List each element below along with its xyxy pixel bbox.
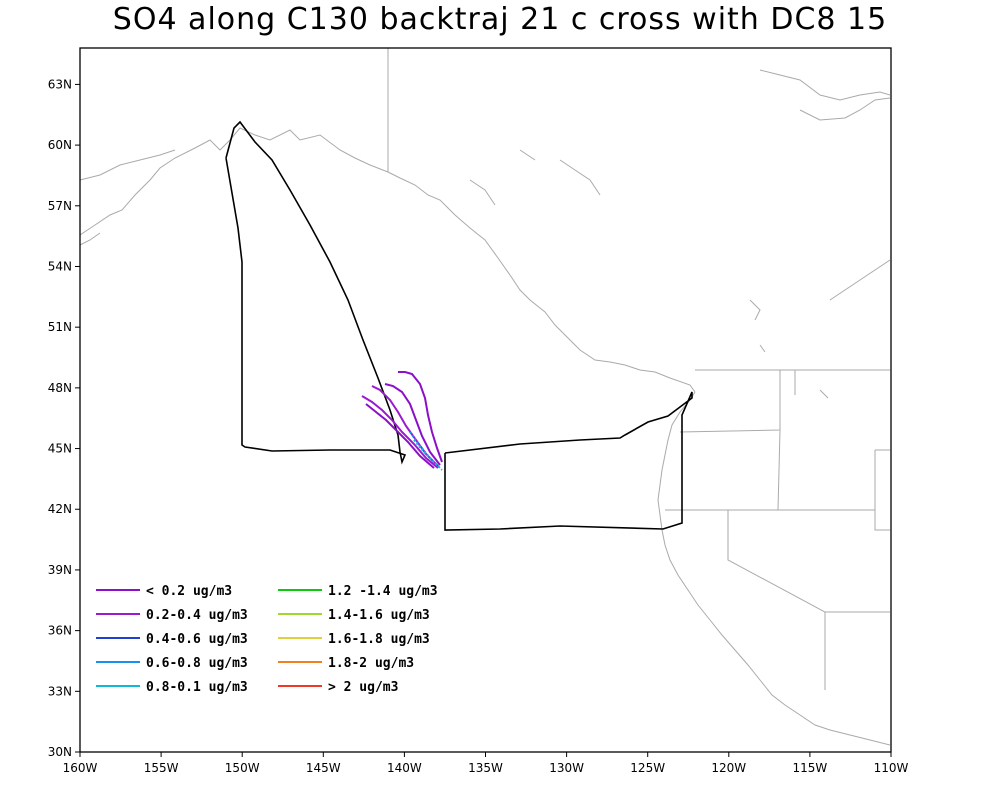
trajectory	[361, 395, 439, 469]
y-tick-label: 48N	[48, 381, 72, 395]
c130-flight-track	[225, 120, 407, 465]
trajectory	[398, 371, 443, 463]
y-tick-label: 51N	[48, 320, 72, 334]
trajectory	[365, 403, 435, 469]
y-tick-label: 30N	[48, 745, 72, 759]
legend-label: > 2 ug/m3	[328, 680, 398, 695]
y-tick-label: 39N	[48, 563, 72, 577]
x-tick-label: 150W	[225, 761, 260, 775]
y-tick-label: 36N	[48, 624, 72, 638]
y-tick-label: 42N	[48, 502, 72, 516]
legend-label: 0.2-0.4 ug/m3	[146, 608, 248, 623]
x-tick-label: 160W	[63, 761, 98, 775]
y-tick-label: 45N	[48, 442, 72, 456]
x-tick-label: 130W	[549, 761, 584, 775]
x-tick-label: 140W	[387, 761, 422, 775]
map-title: SO4 along C130 backtraj 21 c cross with …	[112, 2, 888, 37]
state-borders	[665, 370, 890, 690]
legend-label: 1.8-2 ug/m3	[328, 656, 414, 671]
dc8-flight-track	[444, 391, 693, 531]
basemap	[79, 48, 891, 746]
legend-label: 0.6-0.8 ug/m3	[146, 656, 248, 671]
legend-label: < 0.2 ug/m3	[146, 584, 232, 599]
x-tick-label: 110W	[874, 761, 909, 775]
axis-ticks: 160W 155W 150W 145W 140W 135W 130W 125W 120W 115W…	[48, 77, 909, 775]
y-tick-label: 54N	[48, 259, 72, 273]
x-tick-label: 135W	[468, 761, 503, 775]
y-tick-label: 60N	[48, 138, 72, 152]
legend-label: 1.2 -1.4 ug/m3	[328, 584, 438, 599]
y-tick-label: 33N	[48, 684, 72, 698]
y-tick-label: 63N	[48, 77, 72, 91]
x-tick-label: 145W	[306, 761, 341, 775]
x-tick-label: 120W	[711, 761, 746, 775]
x-tick-label: 125W	[630, 761, 665, 775]
west-coast	[657, 391, 891, 746]
legend-label: 0.4-0.6 ug/m3	[146, 632, 248, 647]
back-trajectories	[361, 371, 443, 471]
legend-label: 1.4-1.6 ug/m3	[328, 608, 430, 623]
x-tick-label: 155W	[144, 761, 179, 775]
trajectory	[384, 383, 441, 466]
y-tick-label: 57N	[48, 199, 72, 213]
x-tick-label: 115W	[793, 761, 828, 775]
legend-label: 0.8-0.1 ug/m3	[146, 680, 248, 695]
legend-label: 1.6-1.8 ug/m3	[328, 632, 430, 647]
flight-track	[225, 120, 693, 531]
legend: < 0.2 ug/m3 0.2-0.4 ug/m3 0.4-0.6 ug/m3 0.6…	[96, 584, 438, 695]
alaska-coastline	[79, 127, 696, 393]
